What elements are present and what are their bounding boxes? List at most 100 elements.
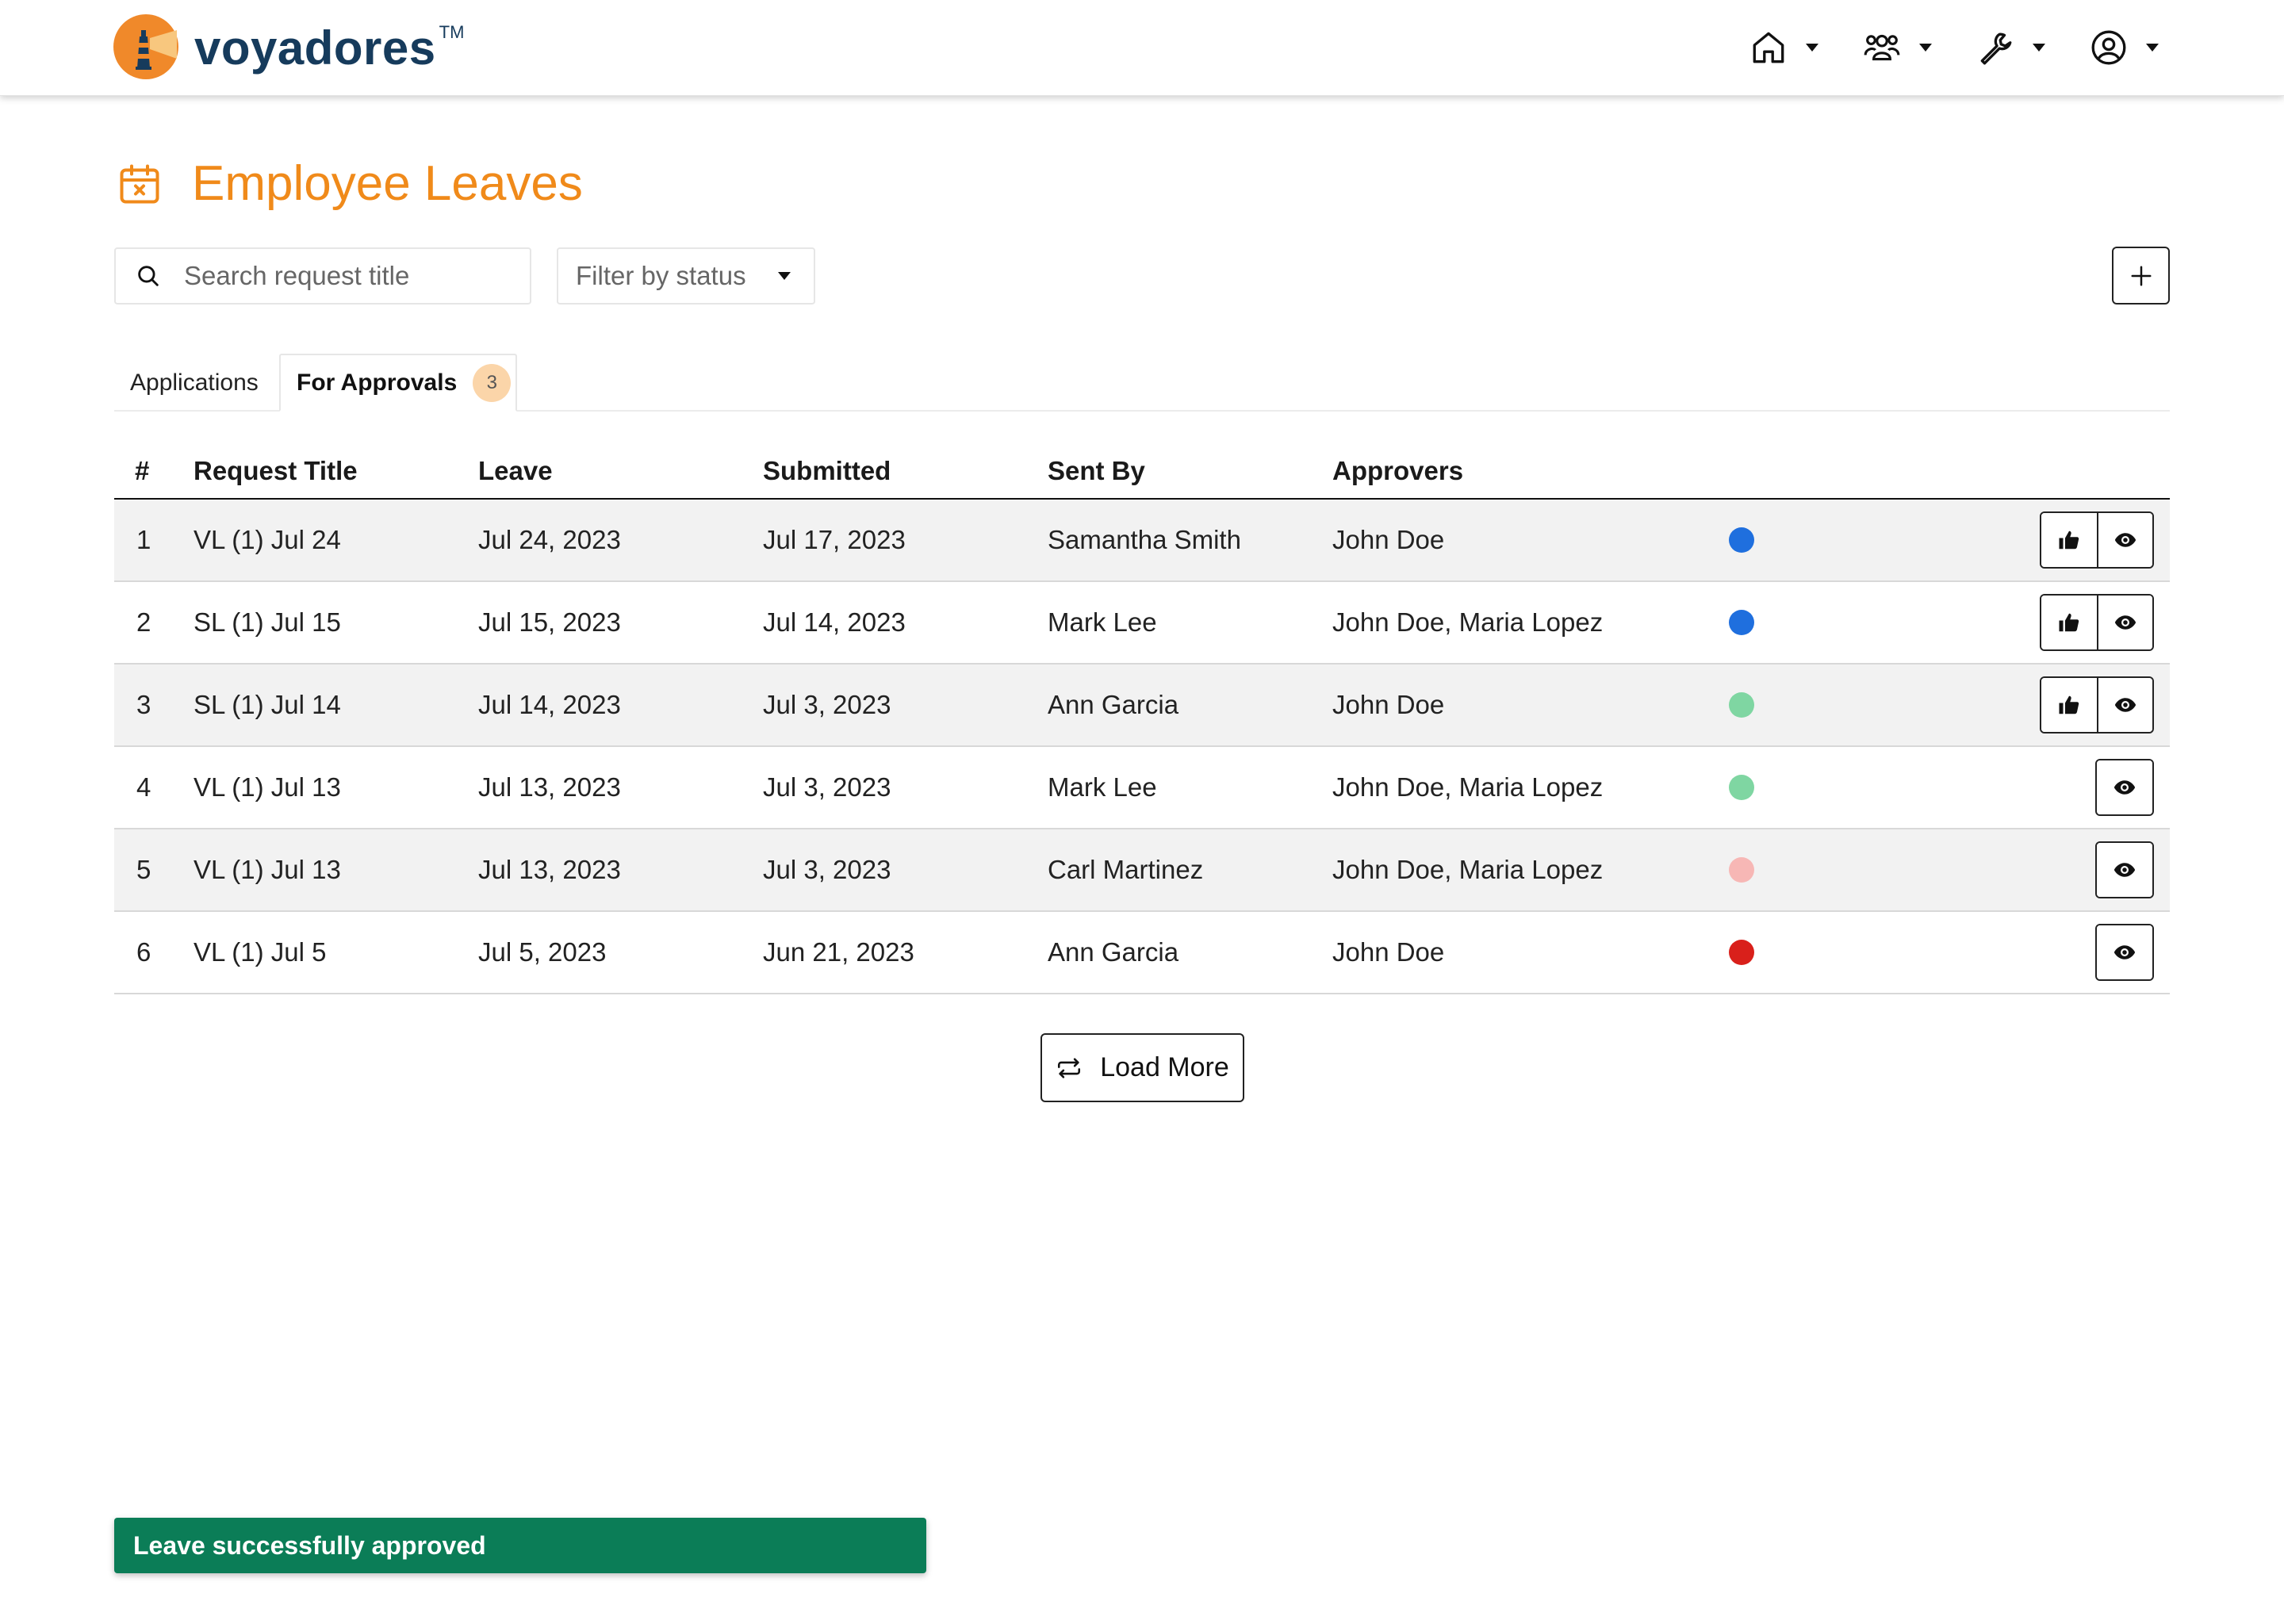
approve-button[interactable]: [2041, 513, 2097, 567]
tools-menu[interactable]: [1976, 24, 2089, 71]
cell-request-title: VL (1) Jul 13: [194, 772, 341, 802]
page-title-text: Employee Leaves: [192, 156, 583, 211]
cell-sent-by: Ann Garcia: [1048, 690, 1179, 719]
plus-icon: [2131, 266, 2151, 285]
home-icon: [1753, 32, 1784, 63]
eye-icon: [2114, 533, 2136, 547]
chevron-down-icon: [1919, 44, 1932, 52]
status-dot: [1729, 857, 1754, 883]
row-actions: [2095, 759, 2154, 816]
row-actions: [2040, 511, 2154, 569]
cell-submitted-date: Jul 17, 2023: [763, 525, 906, 554]
cell-sent-by: Carl Martinez: [1048, 855, 1204, 884]
cell-actions: [1967, 924, 2170, 981]
chevron-down-icon: [1806, 44, 1818, 52]
cell-submitted-date: Jul 3, 2023: [763, 855, 891, 884]
status-dot: [1729, 940, 1754, 965]
top-navbar: voyadores TM: [0, 0, 2284, 96]
row-actions: [2095, 924, 2154, 981]
lighthouse-icon: [113, 14, 178, 79]
eye-icon: [2113, 863, 2136, 877]
eye-icon: [2113, 780, 2136, 795]
cell-submitted-date: Jul 3, 2023: [763, 690, 891, 719]
view-button[interactable]: [2097, 925, 2152, 979]
cell-status: [1729, 527, 1967, 553]
home-menu[interactable]: [1749, 24, 1862, 71]
filter-label: Filter by status: [576, 261, 746, 290]
wrench-icon: [1980, 33, 2012, 65]
search-input[interactable]: [184, 261, 501, 291]
status-dot: [1729, 610, 1754, 635]
repeat-icon: [1058, 1057, 1081, 1078]
table-header: # Request Title Leave Submitted Sent By …: [114, 444, 2170, 500]
cell-approvers: John Doe, Maria Lopez: [1332, 772, 1604, 802]
status-filter-select[interactable]: Filter by status: [557, 247, 815, 304]
cell-approvers: John Doe: [1332, 937, 1445, 967]
tab-applications[interactable]: Applications: [114, 354, 279, 412]
cell-status: [1729, 610, 1967, 635]
cell-number: 6: [136, 937, 151, 967]
calendar-x-icon: [120, 164, 159, 203]
cell-approvers: John Doe, Maria Lopez: [1332, 855, 1604, 884]
cell-actions: [1967, 841, 2170, 898]
account-menu[interactable]: [2089, 24, 2202, 71]
brand-logo[interactable]: voyadores TM: [113, 14, 464, 79]
cell-leave-date: Jul 15, 2023: [478, 607, 621, 637]
cell-actions: [1967, 511, 2170, 569]
tab-label: Applications: [130, 369, 259, 396]
eye-icon: [2114, 615, 2136, 630]
add-leave-button[interactable]: [2112, 247, 2170, 304]
cell-number: 3: [136, 690, 151, 719]
cell-number: 2: [136, 607, 151, 637]
approve-button[interactable]: [2041, 596, 2097, 649]
cell-leave-date: Jul 13, 2023: [478, 855, 621, 884]
cell-request-title: SL (1) Jul 15: [194, 607, 341, 637]
view-button[interactable]: [2097, 596, 2152, 649]
cell-number: 5: [136, 855, 151, 884]
cell-submitted-date: Jun 21, 2023: [763, 937, 914, 967]
view-button[interactable]: [2097, 843, 2152, 897]
cell-sent-by: Mark Lee: [1048, 772, 1157, 802]
cell-number: 1: [136, 525, 151, 554]
load-more-button[interactable]: Load More: [1040, 1033, 1244, 1102]
cell-submitted-date: Jul 3, 2023: [763, 772, 891, 802]
cell-number: 4: [136, 772, 151, 802]
table-row: 6 VL (1) Jul 5 Jul 5, 2023 Jun 21, 2023 Ann …: [114, 912, 2170, 994]
tab-label: For Approvals: [297, 369, 458, 396]
status-dot: [1729, 527, 1754, 553]
page-title: Employee Leaves: [116, 155, 583, 212]
cell-actions: [1967, 759, 2170, 816]
row-actions: [2095, 841, 2154, 898]
toast-message: Leave successfully approved: [133, 1530, 486, 1560]
cell-request-title: VL (1) Jul 5: [194, 937, 327, 967]
user-circle-icon: [2091, 30, 2126, 65]
row-actions: [2040, 676, 2154, 733]
thumbs-up-icon: [2059, 613, 2079, 632]
view-button[interactable]: [2097, 678, 2152, 732]
cell-request-title: VL (1) Jul 13: [194, 855, 341, 884]
table-row: 2 SL (1) Jul 15 Jul 15, 2023 Jul 14, 2023 Ma…: [114, 582, 2170, 665]
approve-button[interactable]: [2041, 678, 2097, 732]
table-row: 1 VL (1) Jul 24 Jul 24, 2023 Jul 17, 2023 Sa…: [114, 500, 2170, 582]
search-icon: [138, 266, 159, 286]
people-icon: [1864, 34, 1900, 61]
cell-sent-by: Ann Garcia: [1048, 937, 1179, 967]
cell-sent-by: Mark Lee: [1048, 607, 1157, 637]
tab-for-approvals[interactable]: For Approvals 3: [279, 354, 517, 412]
view-button[interactable]: [2097, 760, 2152, 814]
nav-icons: [1749, 24, 2202, 71]
people-menu[interactable]: [1862, 24, 1976, 71]
cell-request-title: SL (1) Jul 14: [194, 690, 341, 719]
status-dot: [1729, 775, 1754, 800]
leaves-table: # Request Title Leave Submitted Sent By …: [114, 444, 2170, 994]
cell-leave-date: Jul 13, 2023: [478, 772, 621, 802]
table-row: 3 SL (1) Jul 14 Jul 14, 2023 Jul 3, 2023 Ann…: [114, 665, 2170, 747]
brand-name: voyadores: [194, 21, 436, 75]
cell-status: [1729, 692, 1967, 718]
table-row: 5 VL (1) Jul 13 Jul 13, 2023 Jul 3, 2023 Car…: [114, 829, 2170, 912]
cell-status: [1729, 940, 1967, 965]
cell-leave-date: Jul 14, 2023: [478, 690, 621, 719]
view-button[interactable]: [2097, 513, 2152, 567]
cell-status: [1729, 775, 1967, 800]
search-box[interactable]: [114, 247, 531, 304]
